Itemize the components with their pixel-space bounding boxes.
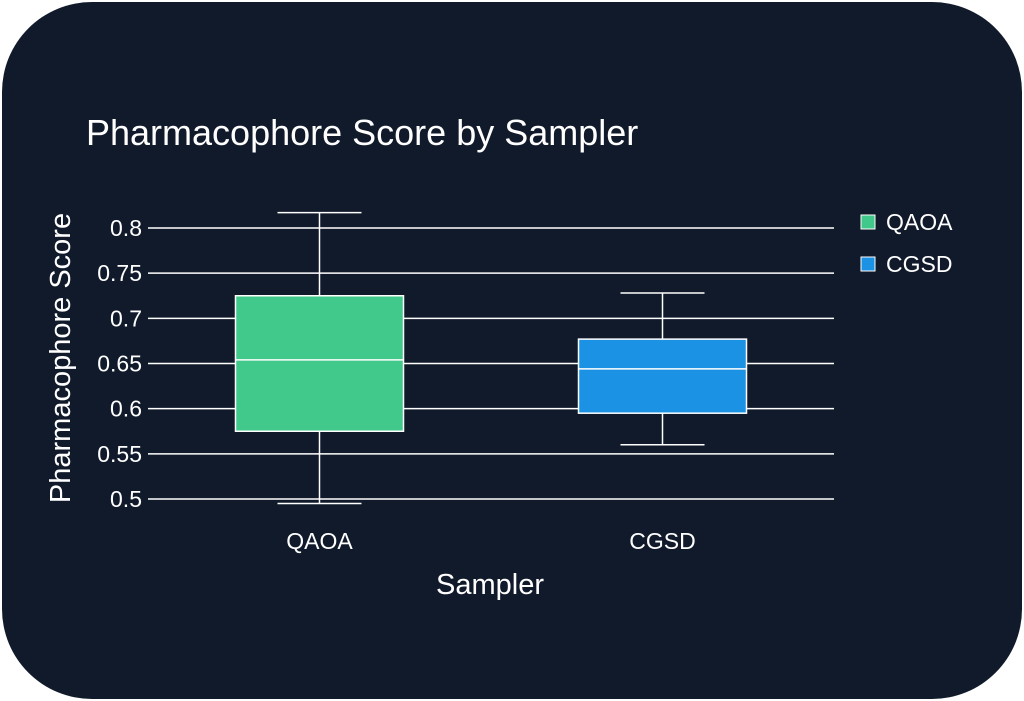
y-tick-label: 0.65 <box>97 351 142 377</box>
x-axis-ticks: QAOA CGSD <box>286 528 695 554</box>
x-axis-title: Sampler <box>436 569 544 601</box>
x-tick-label: QAOA <box>286 528 353 554</box>
legend-item-qaoa: QAOA <box>860 209 953 235</box>
iqr-box <box>234 295 405 432</box>
legend-label: QAOA <box>886 209 953 235</box>
iqr-box <box>577 338 748 414</box>
x-tick-label: CGSD <box>629 528 695 554</box>
y-tick-label: 0.7 <box>110 305 142 331</box>
y-tick-label: 0.5 <box>110 486 142 512</box>
legend: QAOA CGSD <box>860 209 953 277</box>
legend-swatch <box>860 214 876 230</box>
y-tick-label: 0.6 <box>110 396 142 422</box>
legend-item-cgsd: CGSD <box>860 251 952 277</box>
legend-swatch <box>860 256 876 272</box>
box-cgsd <box>577 292 748 446</box>
y-tick-label: 0.55 <box>97 441 142 467</box>
chart-title: Pharmacophore Score by Sampler <box>86 112 638 153</box>
boxes <box>234 211 748 505</box>
y-tick-label: 0.8 <box>110 215 142 241</box>
y-tick-label: 0.75 <box>97 260 142 286</box>
box-qaoa <box>234 211 405 505</box>
y-axis-ticks: 0.5 0.55 0.6 0.65 0.7 0.75 0.8 <box>97 215 142 512</box>
legend-label: CGSD <box>886 251 952 277</box>
y-axis-title: Pharmacophore Score <box>45 213 77 503</box>
